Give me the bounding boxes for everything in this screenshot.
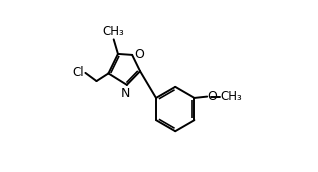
Text: Cl: Cl — [72, 66, 84, 79]
Text: O: O — [134, 47, 144, 61]
Text: CH₃: CH₃ — [103, 25, 125, 38]
Text: CH₃: CH₃ — [221, 90, 243, 103]
Text: N: N — [121, 87, 130, 100]
Text: O: O — [208, 90, 218, 103]
